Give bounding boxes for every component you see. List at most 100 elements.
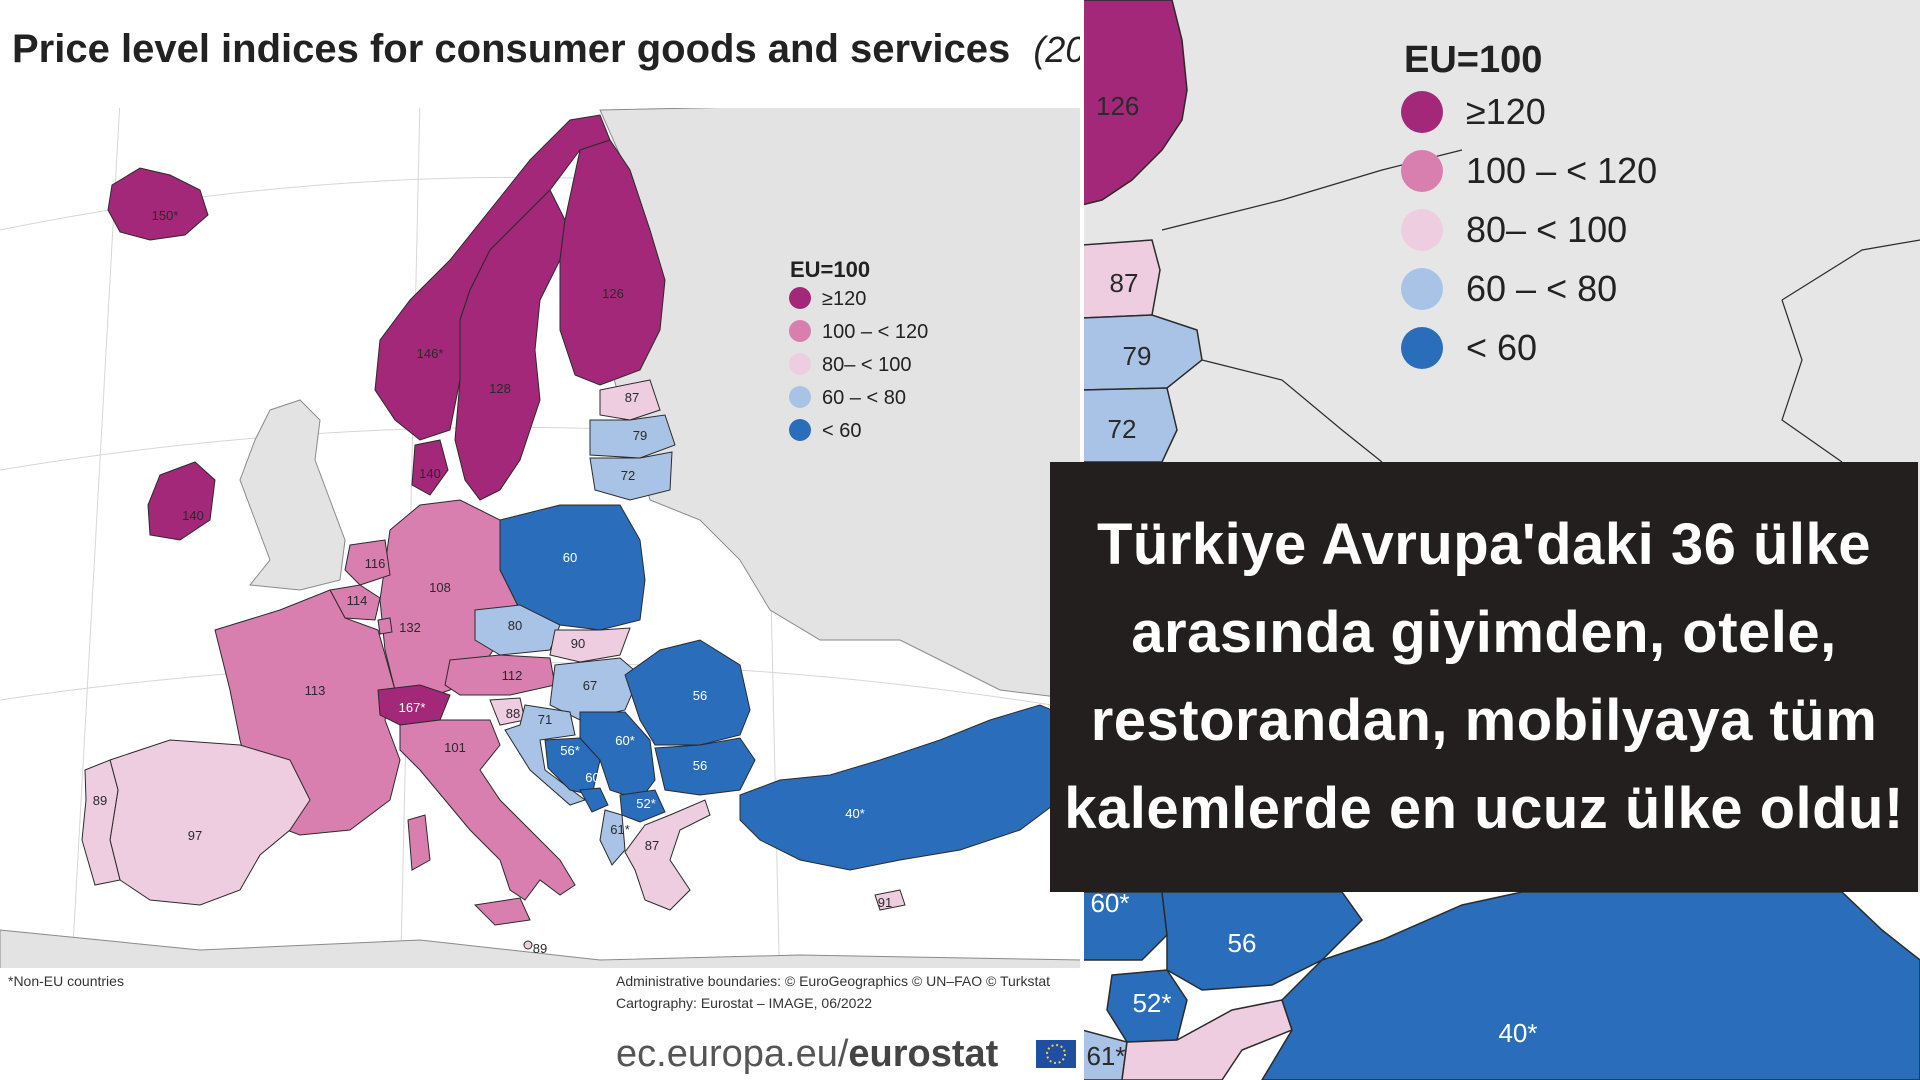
europe-price-map: 150* 146* 128 126 140 140 87 79 72 60 10… <box>0 27 1082 1075</box>
country-luxembourg <box>377 617 393 635</box>
value-germany: 108 <box>429 580 451 595</box>
map-title: Price level indices for consumer goods a… <box>12 27 1082 71</box>
country-sweden <box>454 189 566 501</box>
legend-swatch-2 <box>1401 209 1443 251</box>
headline-text: Türkiye Avrupa'daki 36 ülke arasında giy… <box>1064 512 1904 841</box>
zoom-country-estonia <box>1082 239 1161 319</box>
legend-label-3: 60 – < 80 <box>822 387 906 409</box>
legend-swatch-4 <box>1401 327 1443 369</box>
value-luxembourg: 132 <box>399 620 421 635</box>
value-croatia: 71 <box>538 712 552 727</box>
zoom-value-turkiye: 40* <box>1498 1018 1537 1048</box>
country-czechia <box>474 604 561 656</box>
headline-caption: Türkiye Avrupa'daki 36 ülke arasında giy… <box>1050 462 1918 892</box>
value-albania: 61* <box>610 822 630 837</box>
country-north-macedonia <box>619 789 666 823</box>
source-brand: eurostat <box>848 1033 998 1075</box>
value-bosnia: 56* <box>560 743 580 758</box>
zoom-legend: EU=100 ≥120 100 – < 120 80– < 100 60 – < 80… <box>1401 39 1657 369</box>
uk-land <box>239 399 346 591</box>
country-portugal <box>81 759 121 886</box>
value-greece: 87 <box>645 838 659 853</box>
country-cyprus <box>874 889 906 911</box>
zoom-value-bulgaria: 56 <box>1228 928 1257 958</box>
value-czechia: 80 <box>508 618 522 633</box>
zoom-value-latvia: 79 <box>1123 341 1152 371</box>
country-hungary <box>549 657 641 721</box>
value-iceland: 150* <box>152 208 179 223</box>
country-estonia <box>599 379 661 421</box>
value-poland: 60 <box>563 550 577 565</box>
value-netherlands: 116 <box>365 556 386 571</box>
map-title-text: Price level indices for consumer goods a… <box>12 27 1010 71</box>
legend-label-0: ≥120 <box>822 288 866 310</box>
value-switzerland: 167* <box>399 700 426 715</box>
country-latvia <box>589 414 676 459</box>
zoom-border-2 <box>1201 359 1383 463</box>
zoom-legend-title: EU=100 <box>1404 39 1542 81</box>
value-serbia: 60* <box>615 733 635 748</box>
country-romania <box>624 639 751 746</box>
legend-label-2: 80– < 100 <box>822 354 912 376</box>
country-lithuania <box>589 451 673 501</box>
island-sardinia <box>407 814 431 871</box>
zoom-country-serbia <box>1082 891 1168 961</box>
legend-swatch-1 <box>1401 150 1443 192</box>
value-estonia: 87 <box>625 390 639 405</box>
legend-swatch-0 <box>789 287 811 309</box>
country-malta <box>523 940 533 950</box>
value-austria: 112 <box>502 668 523 683</box>
zoom-country-bulgaria <box>1161 891 1363 991</box>
value-spain: 97 <box>188 828 202 843</box>
country-iceland <box>107 167 209 241</box>
country-value-labels: 150* 146* 128 126 140 140 87 79 72 60 10… <box>93 208 892 956</box>
country-greece <box>624 799 711 911</box>
value-norway: 146* <box>417 346 444 361</box>
country-netherlands <box>344 539 391 586</box>
value-hungary: 67 <box>583 678 597 693</box>
zoom-border-4 <box>1781 239 1920 301</box>
value-finland: 126 <box>602 286 624 301</box>
eurostat-source: ec.europa.eu/eurostat <box>616 1033 999 1075</box>
legend-swatch-0 <box>1401 91 1443 133</box>
legend-label-4: < 60 <box>1466 327 1537 368</box>
value-romania: 56 <box>693 688 707 703</box>
zoom-value-lithuania: 72 <box>1108 414 1137 444</box>
map-year: (2021) <box>1033 29 1082 70</box>
non-eu-footnote: *Non-EU countries <box>8 973 124 989</box>
zoom-country-turkiye <box>1261 891 1920 1080</box>
zoom-value-finland: 126 <box>1096 91 1139 121</box>
country-ireland <box>147 461 216 541</box>
country-slovakia <box>549 627 631 663</box>
value-north-macedonia: 52* <box>636 796 656 811</box>
country-finland <box>559 139 666 386</box>
island-sicily <box>473 897 531 926</box>
value-latvia: 79 <box>633 428 647 443</box>
legend-swatch-3 <box>789 386 811 408</box>
value-sweden: 128 <box>489 381 511 396</box>
value-cyprus: 91 <box>878 895 892 910</box>
value-belgium: 114 <box>347 593 368 608</box>
zoom-border-3 <box>1781 299 1843 463</box>
value-turkiye: 40* <box>845 806 865 821</box>
value-malta: 89 <box>533 941 547 956</box>
legend-label-1: 100 – < 120 <box>822 321 928 343</box>
country-montenegro <box>579 787 609 813</box>
zoom-country-albania <box>1082 1029 1128 1080</box>
country-italy <box>399 719 576 901</box>
legend-swatch-2 <box>789 353 811 375</box>
value-ireland: 140 <box>182 508 204 523</box>
zoom-value-albania: 61* <box>1086 1041 1125 1071</box>
value-italy: 101 <box>444 740 466 755</box>
country-austria <box>444 654 556 696</box>
zoom-value-labels: 126 87 79 72 60* 56 52* 61* 40* <box>1086 91 1537 1071</box>
credits-cartography: Cartography: Eurostat – IMAGE, 06/2022 <box>616 995 872 1011</box>
zoom-value-serbia: 60* <box>1090 888 1129 918</box>
zoom-value-estonia: 87 <box>1110 268 1139 298</box>
value-slovenia: 88 <box>506 706 520 721</box>
legend-label-3: 60 – < 80 <box>1466 268 1617 309</box>
legend-label-2: 80– < 100 <box>1466 209 1627 250</box>
legend-swatch-4 <box>789 419 811 441</box>
value-denmark: 140 <box>419 466 441 481</box>
